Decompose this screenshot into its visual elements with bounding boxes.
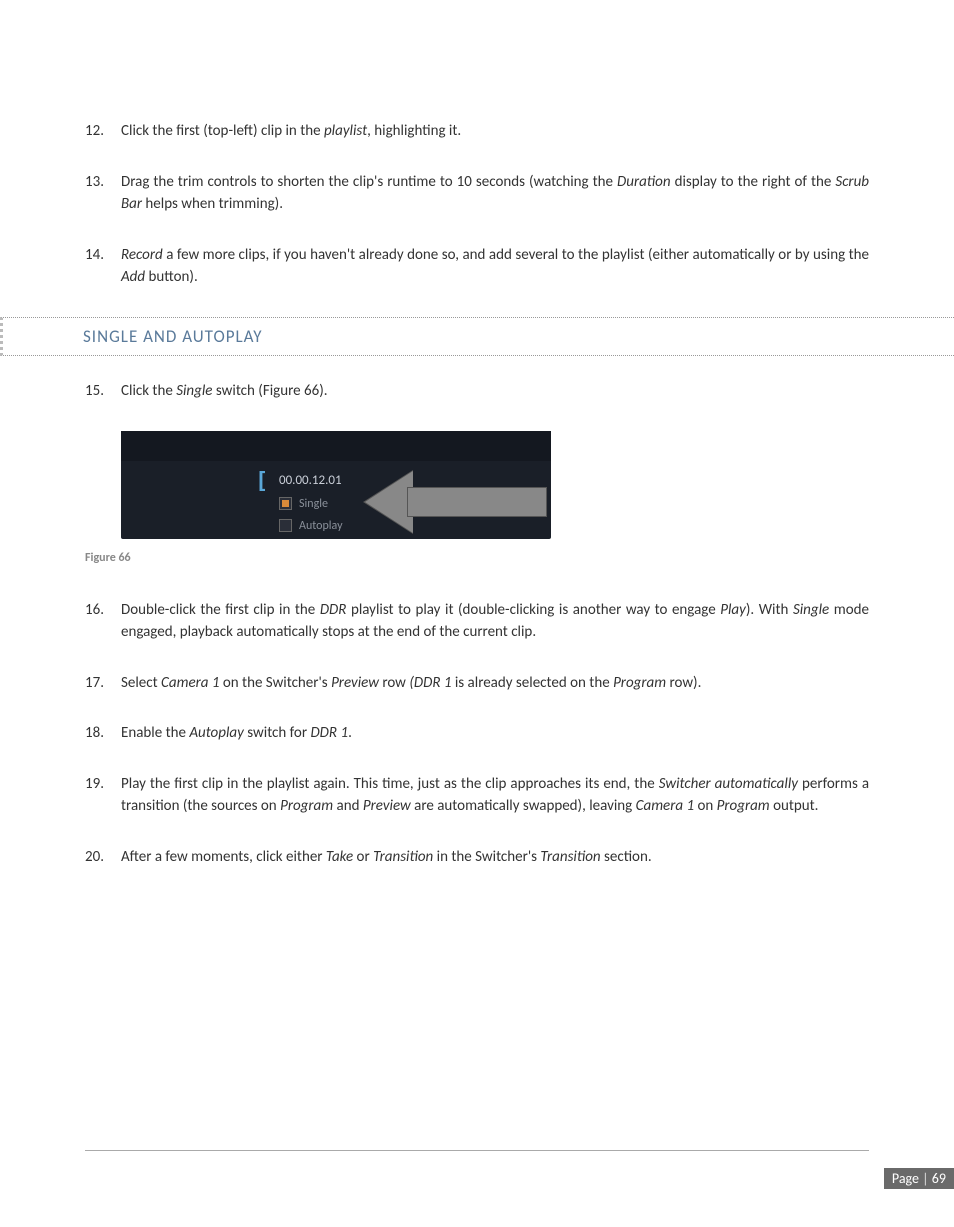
step-text: Record a few more clips, if you haven't …: [121, 246, 869, 287]
step-text: Play the first clip in the playlist agai…: [121, 775, 869, 816]
step-text: After a few moments, click either Take o…: [121, 848, 652, 866]
step-text: Click the Single switch (Figure 66).: [121, 382, 328, 400]
single-row: Single: [279, 495, 328, 513]
figure-screenshot: [ 00.00.12.01 Single Autoplay: [121, 431, 551, 539]
section-heading: SINGLE AND AUTOPLAY: [0, 317, 954, 357]
list-item: 12. Click the first (top-left) clip in th…: [85, 120, 869, 143]
page-badge: Page | 69: [884, 1168, 954, 1189]
screenshot-top-bar: [121, 431, 551, 461]
steps-bottom-list: 16. Double-click the first clip in the DD…: [85, 599, 869, 869]
page-separator: |: [922, 1170, 932, 1187]
single-label: Single: [299, 495, 328, 513]
step-number: 13.: [85, 171, 104, 194]
page-number: 69: [932, 1170, 946, 1187]
steps-top-list: 12. Click the first (top-left) clip in th…: [85, 120, 869, 289]
trim-bracket-icon: [: [255, 465, 268, 498]
step-number: 19.: [85, 773, 104, 796]
step-text: Select Camera 1 on the Switcher's Previe…: [121, 674, 701, 692]
list-item: 20. After a few moments, click either Tak…: [85, 846, 869, 869]
page-label: Page: [892, 1170, 919, 1187]
footer-divider: [85, 1150, 869, 1151]
autoplay-checkbox[interactable]: [279, 519, 292, 532]
list-item: 16. Double-click the first clip in the DD…: [85, 599, 869, 644]
callout-arrow: [357, 475, 547, 533]
step-text: Enable the Autoplay switch for DDR 1.: [121, 724, 352, 742]
list-item: 13. Drag the trim controls to shorten the…: [85, 171, 869, 216]
step-number: 16.: [85, 599, 104, 622]
list-item: 17. Select Camera 1 on the Switcher's Pre…: [85, 672, 869, 695]
step-text: Click the first (top-left) clip in the p…: [121, 122, 461, 140]
autoplay-label: Autoplay: [299, 517, 343, 535]
step-number: 15.: [85, 380, 104, 403]
step-number: 17.: [85, 672, 104, 695]
figure-caption: Figure 66: [85, 549, 869, 567]
step-15-list: 15. Click the Single switch (Figure 66).: [85, 380, 869, 403]
list-item: 15. Click the Single switch (Figure 66).: [85, 380, 869, 403]
list-item: 19. Play the first clip in the playlist a…: [85, 773, 869, 818]
step-number: 20.: [85, 846, 104, 869]
duration-display: 00.00.12.01: [279, 471, 342, 491]
list-item: 14. Record a few more clips, if you haven…: [85, 244, 869, 289]
step-number: 18.: [85, 722, 104, 745]
single-checkbox[interactable]: [279, 497, 292, 510]
step-text: Drag the trim controls to shorten the cl…: [121, 173, 869, 214]
step-number: 14.: [85, 244, 104, 267]
autoplay-row: Autoplay: [279, 517, 343, 535]
step-text: Double-click the first clip in the DDR p…: [121, 601, 869, 642]
list-item: 18. Enable the Autoplay switch for DDR 1.: [85, 722, 869, 745]
step-number: 12.: [85, 120, 104, 143]
